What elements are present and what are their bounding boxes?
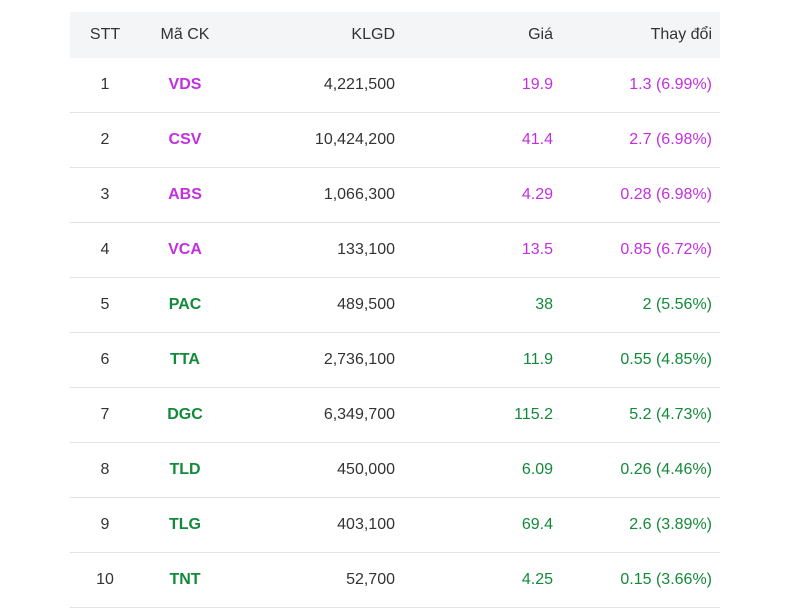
row-price: 115.2 <box>514 406 553 423</box>
row-price: 6.09 <box>521 461 553 478</box>
stock-code-link[interactable]: TLD <box>169 461 201 478</box>
row-stt: 2 <box>100 131 110 148</box>
stock-code-link[interactable]: TLG <box>169 516 201 533</box>
row-change: 0.85 (6.72%) <box>620 241 712 258</box>
row-volume: 133,100 <box>337 241 395 258</box>
row-volume: 10,424,200 <box>314 131 395 148</box>
row-volume: 4,221,500 <box>323 76 395 93</box>
table-row[interactable]: 1 VDS 4,221,500 19.9 1.3 (6.99%) <box>70 58 720 113</box>
header-volume[interactable]: KLGD <box>351 26 395 43</box>
stock-code-link[interactable]: TTA <box>170 351 200 368</box>
stock-code-link[interactable]: DGC <box>167 406 203 423</box>
table-row[interactable]: 6 TTA 2,736,100 11.9 0.55 (4.85%) <box>70 333 720 388</box>
stock-code-link[interactable]: CSV <box>168 131 202 148</box>
header-stt[interactable]: STT <box>89 26 121 43</box>
row-change: 2.6 (3.89%) <box>629 516 712 533</box>
table-row[interactable]: 9 TLG 403,100 69.4 2.6 (3.89%) <box>70 498 720 553</box>
row-price: 38 <box>535 296 553 313</box>
stock-table: STT Mã CK KLGD Giá Thay đổi 1 VDS 4,221,… <box>70 12 720 608</box>
header-price[interactable]: Giá <box>528 26 553 43</box>
row-change: 0.28 (6.98%) <box>620 186 712 203</box>
row-stt: 10 <box>96 571 114 588</box>
stock-code-link[interactable]: VCA <box>168 241 202 258</box>
row-price: 4.29 <box>521 186 553 203</box>
row-volume: 52,700 <box>346 571 395 588</box>
row-price: 13.5 <box>521 241 553 258</box>
table-row[interactable]: 3 ABS 1,066,300 4.29 0.28 (6.98%) <box>70 168 720 223</box>
row-price: 69.4 <box>521 516 553 533</box>
row-price: 41.4 <box>521 131 553 148</box>
table-row[interactable]: 2 CSV 10,424,200 41.4 2.7 (6.98%) <box>70 113 720 168</box>
row-stt: 9 <box>100 516 110 533</box>
table-row[interactable]: 8 TLD 450,000 6.09 0.26 (4.46%) <box>70 443 720 498</box>
stock-code-link[interactable]: VDS <box>168 76 202 93</box>
row-price: 19.9 <box>521 76 553 93</box>
table-header: STT Mã CK KLGD Giá Thay đổi <box>70 12 720 58</box>
header-code[interactable]: Mã CK <box>160 26 210 43</box>
row-volume: 2,736,100 <box>323 351 395 368</box>
row-change: 0.55 (4.85%) <box>620 351 712 368</box>
stock-code-link[interactable]: TNT <box>169 571 201 588</box>
row-change: 2.7 (6.98%) <box>629 131 712 148</box>
row-volume: 1,066,300 <box>323 186 395 203</box>
table-row[interactable]: 4 VCA 133,100 13.5 0.85 (6.72%) <box>70 223 720 278</box>
row-stt: 4 <box>100 241 110 258</box>
row-stt: 3 <box>100 186 110 203</box>
row-change: 2 (5.56%) <box>642 296 712 313</box>
row-stt: 6 <box>100 351 110 368</box>
row-change: 1.3 (6.99%) <box>629 76 712 93</box>
row-stt: 8 <box>100 461 110 478</box>
row-change: 0.26 (4.46%) <box>620 461 712 478</box>
row-volume: 403,100 <box>337 516 395 533</box>
row-volume: 6,349,700 <box>323 406 395 423</box>
table-row[interactable]: 7 DGC 6,349,700 115.2 5.2 (4.73%) <box>70 388 720 443</box>
header-change[interactable]: Thay đổi <box>650 26 712 43</box>
stock-code-link[interactable]: PAC <box>168 296 202 313</box>
row-change: 5.2 (4.73%) <box>629 406 712 423</box>
row-price: 4.25 <box>521 571 553 588</box>
row-volume: 489,500 <box>337 296 395 313</box>
stock-code-link[interactable]: ABS <box>168 186 202 203</box>
table-row[interactable]: 5 PAC 489,500 38 2 (5.56%) <box>70 278 720 333</box>
row-stt: 7 <box>100 406 110 423</box>
row-stt: 5 <box>100 296 110 313</box>
row-volume: 450,000 <box>337 461 395 478</box>
row-stt: 1 <box>100 76 110 93</box>
row-change: 0.15 (3.66%) <box>620 571 712 588</box>
row-price: 11.9 <box>523 351 553 368</box>
